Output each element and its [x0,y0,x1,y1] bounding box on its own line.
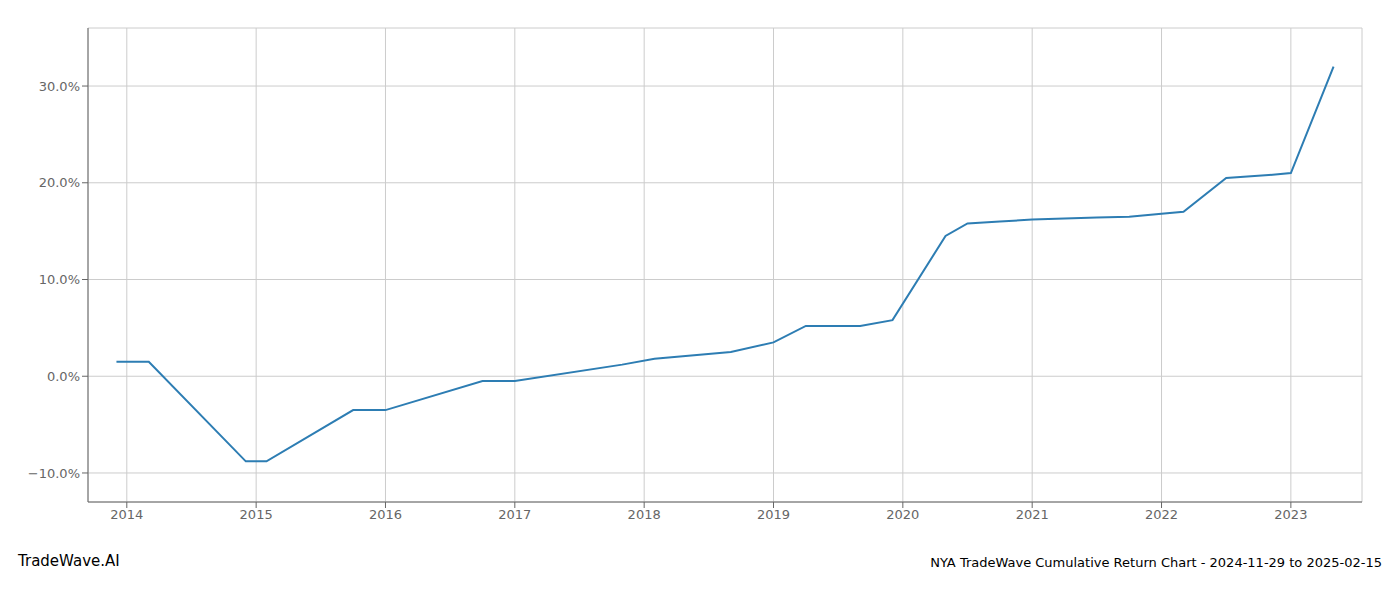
svg-text:10.0%: 10.0% [39,272,80,287]
svg-text:2018: 2018 [628,507,661,522]
svg-text:2016: 2016 [369,507,402,522]
svg-text:2022: 2022 [1145,507,1178,522]
svg-text:2023: 2023 [1274,507,1307,522]
svg-text:2020: 2020 [886,507,919,522]
svg-text:20.0%: 20.0% [39,175,80,190]
html-text:NYA TradeWave Cumulative Retur: NYA TradeWave Cumulative Return Chart - … [930,555,1382,570]
svg-text:2014: 2014 [110,507,143,522]
svg-text:2015: 2015 [240,507,273,522]
html-text:TradeWave.AI: TradeWave.AI [18,552,120,570]
svg-text:2021: 2021 [1016,507,1049,522]
svg-text:30.0%: 30.0% [39,79,80,94]
svg-text:2017: 2017 [498,507,531,522]
svg-text:2019: 2019 [757,507,790,522]
svg-text:−10.0%: −10.0% [28,466,80,481]
svg-text:0.0%: 0.0% [47,369,80,384]
